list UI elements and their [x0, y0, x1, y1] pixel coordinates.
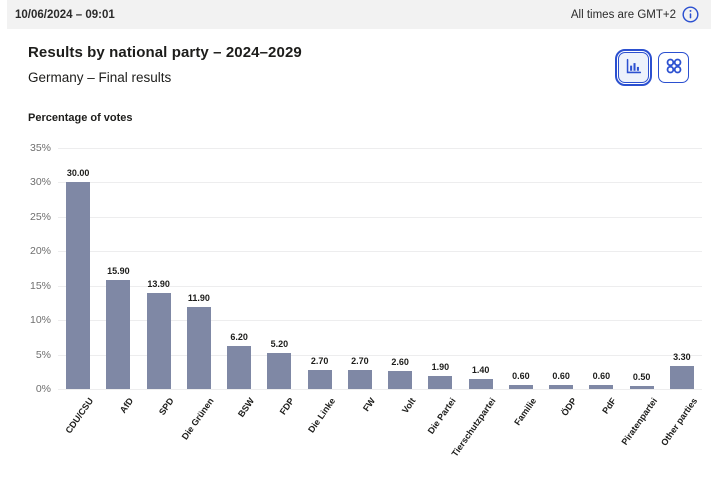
bar-slot: 3.30 Other parties — [659, 148, 702, 447]
bar-slot: 13.90 SPD — [139, 148, 179, 417]
header-bar: 10/06/2024 – 09:01 All times are GMT+2 — [7, 0, 711, 29]
bar-SPD[interactable] — [146, 293, 171, 389]
bar-value-label: 13.90 — [147, 279, 170, 290]
bar-chart-plot: 0% 5% 10% 15% 20% 25% 30% 35% 30.00 CDU/CSU 15.90… — [30, 142, 702, 459]
y-tick-label: 20% — [29, 245, 51, 258]
bar-Familie[interactable] — [508, 384, 533, 389]
page-subtitle: Germany – Final results — [28, 70, 172, 85]
y-tick-label: 35% — [29, 142, 51, 154]
header-datetime: 10/06/2024 – 09:01 — [15, 8, 115, 21]
y-tick-label: 30% — [29, 176, 51, 189]
bar-slot: 2.70 FW — [340, 148, 380, 413]
bar-AfD[interactable] — [106, 279, 131, 389]
chart-y-axis-title: Percentage of votes — [28, 112, 133, 124]
y-tick-label: 10% — [29, 314, 51, 327]
grid-view-button[interactable] — [658, 52, 689, 83]
bar-slot: 11.90 Die Grünen — [179, 148, 219, 441]
bar-slot: 5.20 FDP — [259, 148, 299, 416]
bar-slot: 2.60 Volt — [380, 148, 420, 415]
bar-Other parties[interactable] — [669, 366, 694, 389]
x-axis-label: Familie — [512, 396, 539, 428]
bar-slot: 0.50 Piratenpartei — [619, 148, 662, 447]
bar-Piratenpartei[interactable] — [629, 385, 654, 389]
bar-value-label: 30.00 — [66, 168, 90, 179]
bar-slot: 2.70 Die Linke — [300, 148, 340, 434]
bar-Die Linke[interactable] — [307, 370, 332, 389]
bar-value-label: 2.70 — [351, 356, 369, 367]
bars-row: 30.00 CDU/CSU 15.90 AfD 13.90 SPD 11.90 Die Grü… — [58, 148, 702, 458]
bar-BSW[interactable] — [227, 346, 252, 389]
x-axis-label: AfD — [118, 396, 136, 415]
gridline — [58, 148, 702, 149]
x-axis-label: Die Linke — [305, 396, 337, 435]
page-title: Results by national party – 2024–2029 — [28, 44, 302, 61]
title-block: Results by national party – 2024–2029 Ge… — [28, 44, 302, 85]
bar-FDP[interactable] — [267, 353, 292, 389]
x-axis-label: Die Grünen — [180, 396, 217, 442]
bar-value-label: 15.90 — [107, 265, 130, 276]
gridline — [58, 389, 702, 390]
bar-chart-view-button[interactable] — [615, 49, 652, 86]
bar-Volt[interactable] — [388, 371, 413, 389]
timezone-note: All times are GMT+2 — [570, 8, 676, 21]
gridline — [58, 182, 702, 184]
bar-value-label: 1.90 — [431, 361, 450, 372]
bar-slot: 30.00 CDU/CSU — [58, 148, 98, 435]
bar-Die Grünen[interactable] — [186, 307, 211, 389]
bar-value-label: 0.60 — [512, 370, 530, 381]
bar-chart-icon — [625, 58, 642, 78]
view-toggle — [615, 49, 689, 86]
bar-Tierschutzpartei[interactable] — [468, 379, 493, 389]
x-axis-label: Die Partei — [425, 396, 458, 436]
bar-FW[interactable] — [347, 370, 372, 389]
bar-slot: 1.40 Tierschutzpartei — [450, 148, 501, 458]
bar-CDU/CSU[interactable] — [66, 182, 91, 389]
x-axis-label: SPD — [157, 396, 176, 417]
x-axis-label: CDU/CSU — [63, 396, 96, 436]
bar-value-label: 6.20 — [230, 332, 248, 343]
bar-slot: 0.60 Familie — [501, 148, 541, 427]
gridline — [58, 285, 702, 287]
bar-value-label: 0.50 — [632, 371, 651, 382]
bar-value-label: 2.60 — [391, 357, 409, 368]
x-axis-label: ÖDP — [558, 396, 579, 418]
x-axis-label: Volt — [399, 396, 418, 416]
grid-icon — [665, 57, 683, 78]
gridline — [58, 354, 702, 356]
gridline — [58, 251, 702, 253]
bar-Die Partei[interactable] — [428, 375, 453, 389]
bar-PdF[interactable] — [589, 384, 614, 389]
bar-value-label: 0.60 — [552, 370, 570, 381]
bar-ÖDP[interactable] — [549, 384, 574, 389]
x-axis-label: BSW — [236, 396, 257, 419]
bar-value-label: 5.20 — [270, 339, 289, 350]
gridline — [58, 320, 702, 322]
x-axis-label: FDP — [278, 396, 297, 417]
x-axis-label: FW — [360, 396, 378, 414]
bar-slot: 6.20 BSW — [219, 148, 259, 419]
y-tick-label: 15% — [29, 279, 51, 292]
x-axis-label: Piratenpartei — [619, 396, 659, 447]
bar-value-label: 2.70 — [310, 356, 329, 367]
bar-value-label: 0.60 — [592, 370, 611, 381]
y-tick-label: 25% — [29, 210, 51, 223]
bar-slot: 0.60 PdF — [581, 148, 621, 416]
x-axis-label: Tierschutzpartei — [449, 396, 498, 459]
y-tick-label: 5% — [35, 348, 51, 361]
bar-value-label: 11.90 — [187, 293, 210, 304]
x-axis-label: PdF — [600, 396, 619, 416]
gridline — [58, 216, 702, 218]
header-timezone-area: All times are GMT+2 — [571, 6, 699, 23]
bar-slot: 0.60 ÖDP — [541, 148, 581, 418]
bar-slot: 1.90 Die Partei — [420, 148, 460, 436]
info-icon[interactable] — [682, 6, 699, 23]
x-axis-label: Other parties — [658, 396, 700, 448]
bar-slot: 15.90 AfD — [98, 148, 138, 415]
bar-value-label: 1.40 — [471, 365, 490, 376]
bar-value-label: 3.30 — [673, 352, 691, 363]
y-tick-label: 0% — [35, 383, 51, 395]
